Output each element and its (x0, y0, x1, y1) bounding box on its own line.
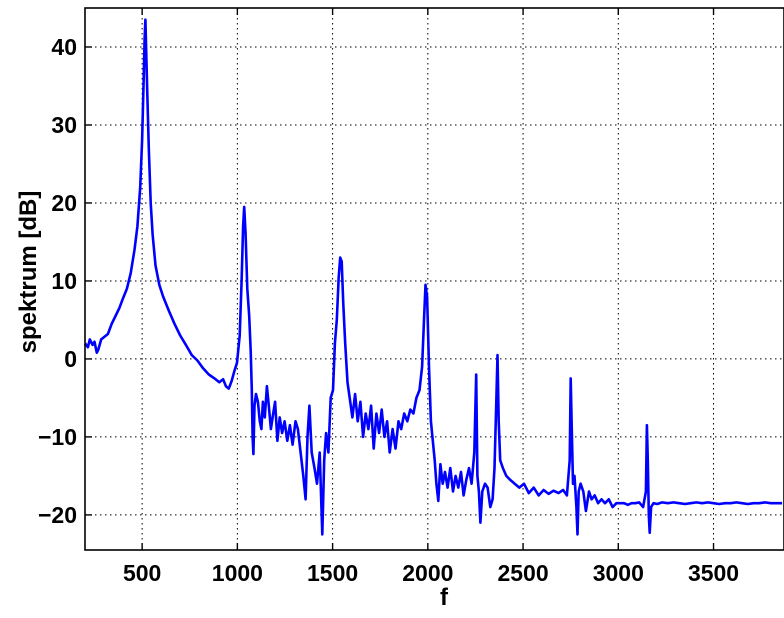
y-tick-label: 0 (64, 346, 77, 372)
grid-lines (85, 8, 784, 550)
y-axis-title: spektrum [dB] (15, 191, 42, 354)
x-axis-title: f (440, 584, 449, 611)
y-tick-label: 40 (51, 34, 77, 60)
x-tick-label: 1500 (307, 560, 358, 586)
plot-frame (84, 7, 784, 551)
x-tick-label: 2000 (402, 560, 453, 586)
y-tick-label: 20 (51, 190, 77, 216)
tick-labels: 500 1000 1500 2000 2500 3000 3500 40 30 20 10 0 −10 −… (38, 34, 739, 586)
series-layer (83, 18, 783, 536)
x-tick-label: 3500 (688, 560, 739, 586)
x-tick-label: 500 (123, 560, 161, 586)
y-tick-label: −10 (38, 424, 77, 450)
x-tick-label: 3000 (593, 560, 644, 586)
series-line (83, 18, 783, 536)
y-tick-label: 10 (51, 268, 77, 294)
ticks-layer (85, 8, 715, 550)
x-tick-label: 1000 (212, 560, 263, 586)
x-tick-label: 2500 (497, 560, 548, 586)
y-tick-label: 30 (51, 112, 77, 138)
y-tick-label: −20 (38, 502, 77, 528)
